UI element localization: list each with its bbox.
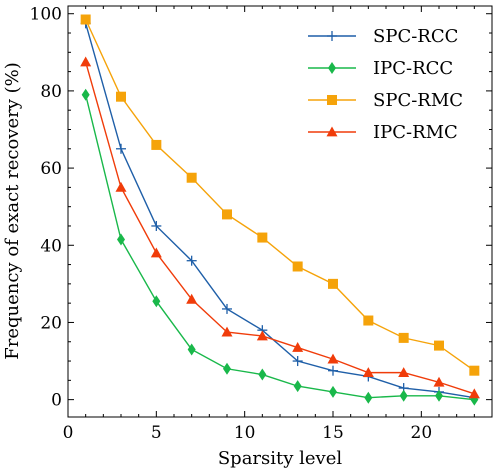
plot-frame (67, 5, 493, 418)
data-point-spc-rmc (80, 14, 91, 25)
data-point-spc-rmc (116, 91, 126, 102)
data-point-ipc-rcc (399, 389, 408, 402)
y-axis-label: Frequency of exact recovery (%) (2, 62, 23, 360)
series-ipc-rmc (80, 56, 480, 399)
legend-label-ipc-rcc: IPC-RCC (373, 58, 453, 79)
data-point-ipc-rmc (327, 353, 339, 364)
data-point-spc-rmc (292, 261, 303, 272)
data-point-ipc-rmc (221, 326, 233, 337)
x-axis-label: Sparsity level (218, 448, 343, 469)
legend-swatch-marker (327, 95, 337, 105)
y-tick-label: 80 (40, 82, 62, 102)
data-point-spc-rmc (186, 172, 197, 183)
legend-swatch-marker (326, 126, 338, 137)
legend-item-spc-rmc: SPC-RMC (308, 90, 463, 111)
data-point-ipc-rmc (398, 367, 410, 378)
data-point-ipc-rmc (256, 330, 268, 341)
data-point-ipc-rcc (152, 295, 161, 308)
data-point-spc-rmc (469, 365, 480, 376)
y-tick-label: 60 (40, 159, 62, 179)
data-point-ipc-rmc (186, 293, 198, 304)
data-point-ipc-rcc (117, 233, 125, 246)
data-point-ipc-rcc (329, 385, 337, 398)
data-point-ipc-rcc (187, 343, 196, 356)
data-point-ipc-rcc (81, 88, 90, 101)
data-point-ipc-rcc (293, 380, 302, 393)
legend-label-ipc-rmc: IPC-RMC (373, 122, 458, 143)
data-point-ipc-rcc (223, 362, 231, 375)
x-tick-label: 15 (322, 423, 344, 443)
data-point-spc-rcc (116, 143, 126, 154)
data-point-spc-rcc (222, 303, 232, 314)
x-tick-label: 10 (234, 423, 256, 443)
legend-label-spc-rmc: SPC-RMC (373, 90, 463, 111)
data-point-spc-rcc (292, 356, 303, 367)
data-point-ipc-rmc (80, 56, 92, 67)
data-point-ipc-rmc (150, 247, 162, 258)
data-point-spc-rmc (398, 332, 409, 343)
data-point-spc-rcc (151, 220, 162, 231)
data-point-spc-rmc (151, 139, 162, 150)
series-line-spc-rmc (85, 19, 475, 372)
data-point-spc-rcc (186, 255, 197, 266)
y-tick-label: 100 (30, 5, 62, 25)
data-point-ipc-rmc (468, 388, 480, 399)
data-point-ipc-rcc (435, 389, 443, 402)
series-line-ipc-rmc (84, 61, 475, 395)
x-tick-label: 5 (151, 423, 162, 443)
data-point-ipc-rmc (292, 342, 304, 352)
data-point-spc-rmc (363, 315, 374, 326)
x-tick-label: 20 (411, 423, 433, 443)
legend-swatch-marker (327, 31, 337, 41)
data-point-ipc-rmc (362, 367, 374, 378)
data-point-spc-rmc (222, 209, 232, 220)
data-point-ipc-rmc (433, 376, 445, 387)
data-point-ipc-rmc (115, 181, 127, 192)
data-point-spc-rcc (328, 365, 338, 376)
legend: SPC-RCC IPC-RCC SPC-RMC IPC-RMC (308, 26, 463, 143)
data-point-spc-rmc (328, 278, 338, 289)
data-point-ipc-rcc (364, 391, 373, 404)
legend-swatch-marker (328, 62, 336, 74)
y-tick-label: 20 (40, 313, 62, 333)
legend-label-spc-rcc: SPC-RCC (373, 26, 458, 47)
data-point-spc-rmc (257, 232, 268, 243)
legend-item-ipc-rmc: IPC-RMC (308, 122, 458, 143)
series-line-ipc-rcc (84, 94, 475, 401)
series-layer (80, 14, 480, 406)
series-line-spc-rcc (84, 23, 475, 399)
y-tick-label: 0 (51, 391, 62, 411)
series-spc-rmc (80, 14, 480, 376)
legend-item-spc-rcc: SPC-RCC (308, 26, 458, 47)
legend-item-ipc-rcc: IPC-RCC (308, 58, 453, 79)
y-tick-label: 40 (40, 236, 62, 256)
data-point-spc-rmc (434, 340, 444, 351)
x-tick-label: 0 (63, 423, 74, 443)
data-point-ipc-rcc (258, 368, 267, 381)
